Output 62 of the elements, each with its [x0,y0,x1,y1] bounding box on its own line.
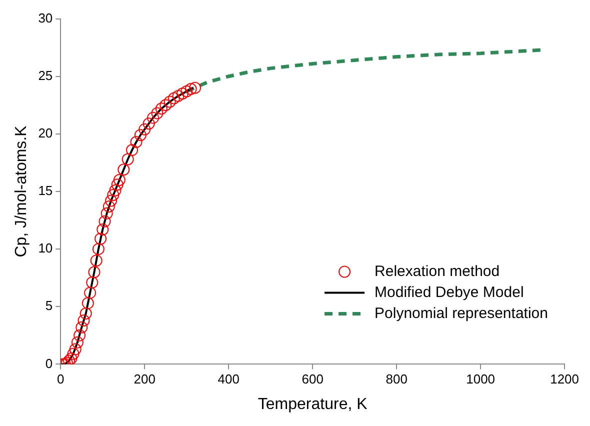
y-tick-label: 10 [38,240,53,256]
point [155,102,168,115]
point [134,129,146,142]
point [105,194,118,207]
point [80,308,92,320]
x-tick-label: 1000 [466,372,496,387]
point [63,354,76,364]
point [78,314,90,326]
point [176,88,188,100]
point [184,83,197,96]
point [82,297,94,310]
y-tick-label: 20 [38,126,53,141]
point [180,85,193,98]
point [151,107,164,120]
legend-label: Modified Debye Model [374,284,524,301]
point [71,336,84,348]
point [69,343,82,356]
point [109,184,122,196]
x-tick-label: 600 [302,372,324,387]
point [172,90,184,102]
y-tick-label: 5 [45,298,53,314]
point [147,112,160,124]
point [122,153,134,166]
point [102,200,115,212]
point [126,144,138,156]
point [74,329,86,342]
point [113,174,126,186]
point [107,188,120,201]
point [84,286,96,299]
point [92,243,104,256]
y-tick-label: 15 [38,183,53,198]
point [94,232,107,245]
point [142,118,155,130]
y-axis-title: Cp, J/mol-atoms.K [13,125,30,258]
point [100,207,113,220]
point [160,99,172,112]
point [96,223,109,236]
point [168,92,180,104]
y-tick-label: 25 [38,68,53,83]
point [164,96,176,108]
x-tick-label: 200 [134,372,156,387]
point [86,276,98,288]
y-tick-label: 30 [38,10,53,26]
point [138,123,151,136]
point [130,136,142,148]
y-tick-label: 0 [45,356,53,371]
point [98,215,111,228]
x-tick-label: 1200 [550,372,579,387]
point [88,266,100,278]
x-tick-label: 400 [218,372,240,387]
point [76,321,88,334]
point [118,164,130,176]
point [67,348,80,360]
point [111,178,124,191]
x-tick-label: 0 [57,372,64,387]
point [90,254,102,267]
x-tick-label: 800 [386,372,408,387]
point [189,82,202,94]
legend-label: Relexation method [374,262,500,280]
point [65,352,78,364]
x-axis-title: Temperature, K [258,396,368,413]
legend-label: Polynomial representation [374,304,548,322]
